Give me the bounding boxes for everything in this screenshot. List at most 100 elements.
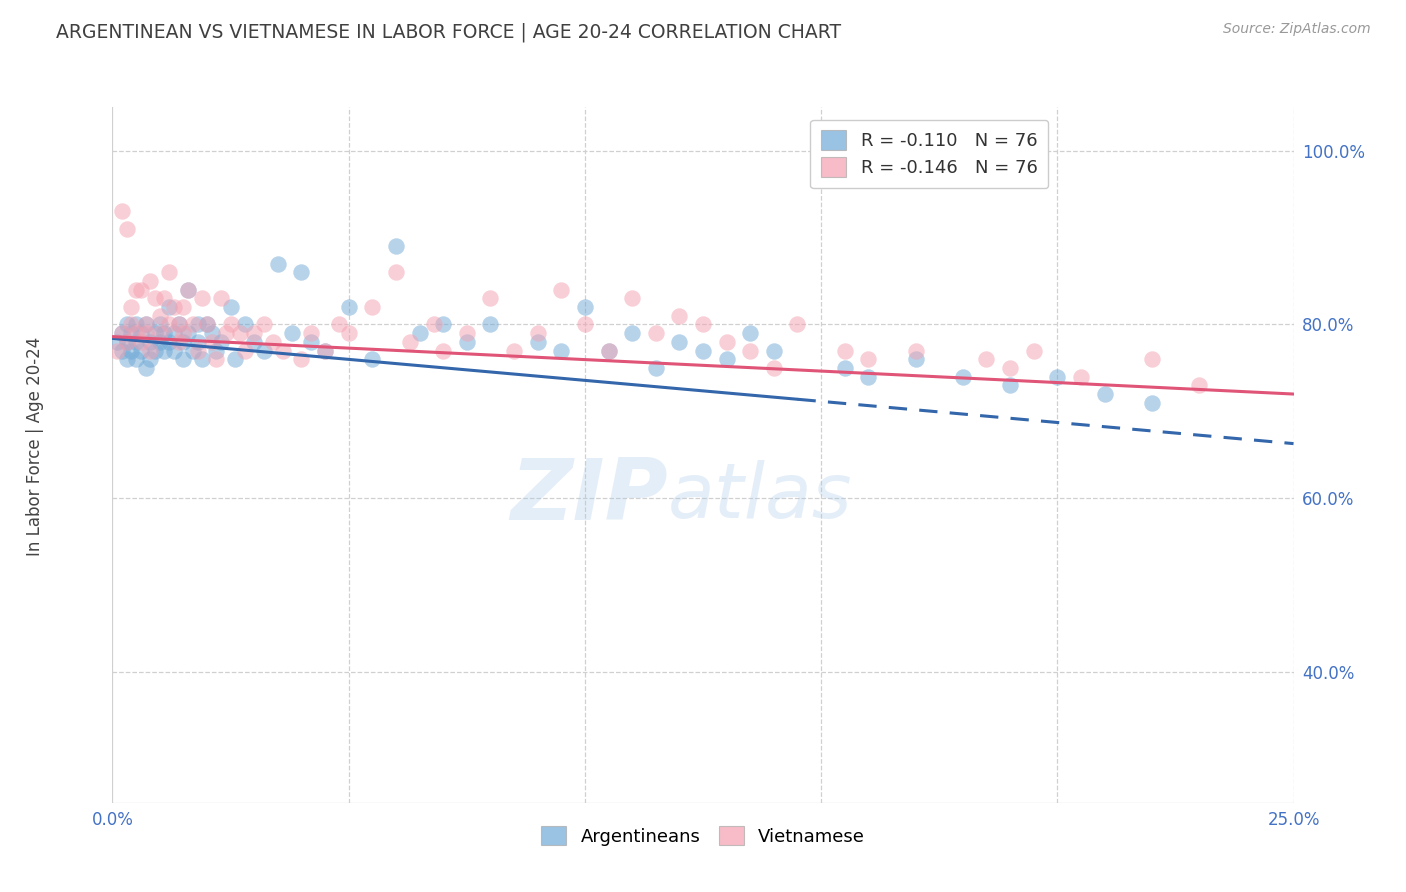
- Point: [157, 300, 180, 314]
- Point: [314, 343, 336, 358]
- Point: [139, 334, 162, 349]
- Point: [201, 334, 224, 349]
- Point: [125, 326, 148, 341]
- Point: [129, 343, 152, 358]
- Point: [125, 352, 148, 367]
- Point: [125, 334, 148, 349]
- Point: [149, 318, 172, 332]
- Point: [668, 334, 690, 349]
- Point: [1188, 378, 1211, 392]
- Point: [139, 352, 162, 367]
- Point: [186, 343, 208, 358]
- Point: [716, 352, 738, 367]
- Point: [314, 343, 336, 358]
- Point: [181, 343, 204, 358]
- Point: [177, 326, 200, 341]
- Point: [186, 318, 208, 332]
- Point: [129, 326, 152, 341]
- Point: [209, 334, 232, 349]
- Point: [135, 318, 157, 332]
- Point: [904, 343, 927, 358]
- Point: [644, 361, 666, 376]
- Point: [172, 300, 194, 314]
- Point: [105, 343, 128, 358]
- Point: [111, 326, 134, 341]
- Point: [644, 326, 666, 341]
- Point: [233, 343, 256, 358]
- Point: [262, 334, 284, 349]
- Point: [233, 318, 256, 332]
- Point: [111, 343, 134, 358]
- Point: [337, 300, 360, 314]
- Point: [281, 326, 304, 341]
- Point: [762, 361, 785, 376]
- Point: [668, 309, 690, 323]
- Point: [361, 352, 384, 367]
- Point: [125, 318, 148, 332]
- Point: [432, 343, 454, 358]
- Point: [120, 326, 142, 341]
- Text: In Labor Force | Age 20-24: In Labor Force | Age 20-24: [27, 336, 44, 556]
- Point: [385, 239, 408, 253]
- Point: [1070, 369, 1092, 384]
- Point: [858, 352, 880, 367]
- Point: [219, 318, 242, 332]
- Point: [172, 352, 194, 367]
- Point: [1022, 343, 1045, 358]
- Point: [598, 343, 620, 358]
- Point: [271, 343, 294, 358]
- Point: [621, 291, 644, 305]
- Point: [598, 343, 620, 358]
- Point: [299, 326, 322, 341]
- Point: [408, 326, 430, 341]
- Point: [139, 274, 162, 288]
- Point: [163, 343, 186, 358]
- Point: [337, 326, 360, 341]
- Point: [692, 343, 714, 358]
- Point: [181, 318, 204, 332]
- Point: [149, 334, 172, 349]
- Legend: Argentineans, Vietnamese: Argentineans, Vietnamese: [530, 814, 876, 856]
- Point: [976, 352, 998, 367]
- Point: [952, 369, 974, 384]
- Point: [290, 352, 312, 367]
- Point: [858, 369, 880, 384]
- Point: [157, 265, 180, 279]
- Point: [762, 343, 785, 358]
- Point: [195, 318, 218, 332]
- Point: [998, 378, 1021, 392]
- Point: [215, 326, 238, 341]
- Point: [786, 318, 808, 332]
- Point: [299, 334, 322, 349]
- Point: [143, 343, 166, 358]
- Point: [740, 343, 762, 358]
- Point: [177, 283, 200, 297]
- Point: [120, 300, 142, 314]
- Point: [399, 334, 422, 349]
- Point: [135, 326, 157, 341]
- Point: [157, 318, 180, 332]
- Point: [998, 361, 1021, 376]
- Point: [834, 361, 856, 376]
- Text: atlas: atlas: [668, 459, 852, 533]
- Point: [153, 343, 176, 358]
- Point: [253, 343, 276, 358]
- Point: [149, 326, 172, 341]
- Point: [149, 309, 172, 323]
- Point: [328, 318, 350, 332]
- Point: [105, 334, 128, 349]
- Point: [574, 318, 596, 332]
- Point: [456, 334, 478, 349]
- Point: [153, 326, 176, 341]
- Point: [191, 291, 214, 305]
- Point: [290, 265, 312, 279]
- Point: [115, 352, 138, 367]
- Point: [1046, 369, 1069, 384]
- Point: [224, 352, 246, 367]
- Point: [1140, 396, 1163, 410]
- Point: [115, 318, 138, 332]
- Point: [120, 318, 142, 332]
- Point: [129, 283, 152, 297]
- Point: [172, 334, 194, 349]
- Point: [163, 326, 186, 341]
